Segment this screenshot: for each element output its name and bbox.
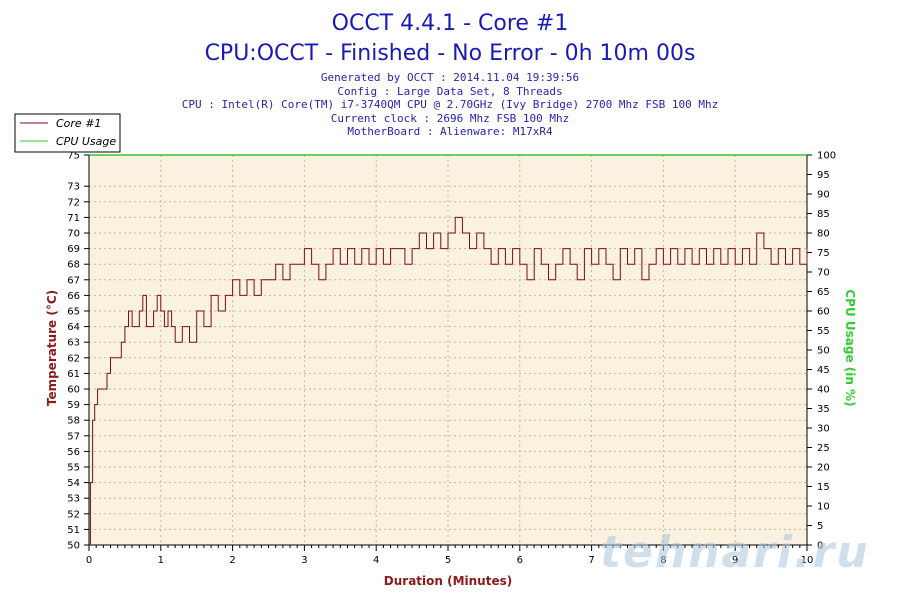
grid [89, 155, 807, 545]
y-left-tick-label: 64 [67, 322, 80, 333]
x-tick-label: 2 [229, 555, 235, 566]
y-right-tick-label: 20 [817, 463, 830, 474]
y-left-tick-label: 66 [67, 291, 80, 302]
y-left-tick-label: 55 [67, 463, 80, 474]
y-right-tick-label: 65 [817, 287, 830, 298]
y-left-tick-label: 68 [67, 260, 80, 271]
series-lines [89, 154, 808, 546]
y-left-tick-label: 57 [67, 431, 80, 442]
y-left-tick-label: 50 [67, 541, 80, 552]
y-right-tick-label: 75 [817, 248, 830, 259]
y-left-tick-label: 58 [67, 416, 80, 427]
y-right-tick-label: 40 [817, 385, 830, 396]
watermark: tehnari.ru [600, 527, 870, 578]
y-right-tick-label: 70 [817, 268, 830, 279]
y-right-tick-label: 0 [817, 541, 823, 552]
legend-label-cpu: CPU Usage [56, 135, 116, 148]
x-tick-label: 5 [445, 555, 451, 566]
x-tick-label: 4 [373, 555, 379, 566]
x-tick-label: 6 [517, 555, 523, 566]
y-left-tick-label: 69 [67, 244, 80, 255]
y-left-ticks: 50 51 52 53 54 55 56 57 58 59 60 61 62 63 64 65 66 67 68 69… [67, 151, 89, 552]
info-line-cpu: CPU : Intel(R) Core(TM) i7-3740QM CPU @ … [182, 98, 718, 111]
y-right-tick-label: 90 [817, 190, 830, 201]
y-right-tick-label: 50 [817, 346, 830, 357]
y-right-tick-label: 30 [817, 424, 830, 435]
legend-label-core: Core #1 [56, 117, 101, 130]
y-left-tick-label: 54 [67, 478, 80, 489]
y-right-tick-label: 15 [817, 482, 830, 493]
y-left-tick-label: 65 [67, 307, 80, 318]
y-axis-left-label: Temperature (°C) [45, 290, 59, 406]
y-right-tick-label: 85 [817, 209, 830, 220]
y-left-tick-label: 52 [67, 509, 80, 520]
info-line-generated: Generated by OCCT : 2014.11.04 19:39:56 [321, 71, 579, 84]
x-tick-label: 1 [158, 555, 164, 566]
x-tick-label: 9 [732, 555, 738, 566]
y-left-tick-label: 56 [67, 447, 80, 458]
y-right-tick-label: 60 [817, 307, 830, 318]
chart-title: OCCT 4.4.1 - Core #1 [332, 11, 569, 36]
y-right-tick-label: 10 [817, 502, 830, 513]
y-right-tick-label: 25 [817, 443, 830, 454]
x-tick-label: 10 [801, 555, 814, 566]
y-left-tick-label: 53 [67, 494, 80, 505]
y-right-ticks: 0 5 10 15 20 25 30 35 40 45 50 55 60 65 70 75 80 85 90 95 10… [807, 151, 836, 552]
y-right-tick-label: 80 [817, 229, 830, 240]
y-left-tick-label: 60 [67, 385, 80, 396]
y-right-tick-label: 5 [817, 521, 823, 532]
y-left-tick-label: 61 [67, 369, 80, 380]
y-left-tick-label: 51 [67, 525, 80, 536]
info-line-config: Config : Large Data Set, 8 Threads [337, 85, 562, 98]
y-right-tick-label: 95 [817, 170, 830, 181]
x-tick-label: 7 [588, 555, 594, 566]
info-line-motherboard: MotherBoard : Alienware: M17xR4 [347, 125, 553, 138]
x-tick-label: 0 [86, 555, 92, 566]
y-left-tick-label: 75 [67, 151, 80, 162]
y-right-tick-label: 55 [817, 326, 830, 337]
y-left-tick-label: 71 [67, 213, 80, 224]
legend: Core #1 CPU Usage [14, 113, 121, 153]
x-tick-label: 8 [660, 555, 666, 566]
y-left-tick-label: 59 [67, 400, 80, 411]
y-left-tick-label: 70 [67, 229, 80, 240]
y-left-tick-label: 73 [67, 182, 80, 193]
y-right-tick-label: 100 [817, 151, 836, 162]
y-left-tick-label: 62 [67, 353, 80, 364]
series-line-core-1 [89, 216, 808, 546]
y-left-tick-label: 63 [67, 338, 80, 349]
x-axis-label: Duration (Minutes) [384, 574, 512, 588]
x-tick-label: 3 [301, 555, 307, 566]
y-right-tick-label: 45 [817, 365, 830, 376]
x-ticks: 0 1 2 3 4 5 6 7 8 9 10 [86, 545, 814, 566]
chart-subtitle: CPU:OCCT - Finished - No Error - 0h 10m … [205, 41, 696, 66]
y-right-tick-label: 35 [817, 404, 830, 415]
info-line-clock: Current clock : 2696 Mhz FSB 100 Mhz [331, 112, 569, 125]
y-axis-right-label: CPU Usage (in %) [843, 289, 857, 406]
legend-box [14, 113, 121, 153]
y-left-tick-label: 72 [67, 197, 80, 208]
y-left-tick-label: 67 [67, 275, 80, 286]
